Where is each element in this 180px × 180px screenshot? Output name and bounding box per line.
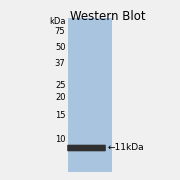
Text: 15: 15 <box>55 111 65 120</box>
Text: 37: 37 <box>55 58 65 68</box>
Text: 50: 50 <box>55 44 65 53</box>
Text: 25: 25 <box>55 80 65 89</box>
Text: ←11kDa: ←11kDa <box>108 143 145 152</box>
Text: kDa: kDa <box>49 17 65 26</box>
Bar <box>68 18 112 172</box>
Text: 10: 10 <box>55 136 65 145</box>
FancyBboxPatch shape <box>67 145 106 151</box>
Text: Western Blot: Western Blot <box>70 10 146 23</box>
Text: 75: 75 <box>55 28 65 37</box>
Text: 20: 20 <box>55 93 65 102</box>
